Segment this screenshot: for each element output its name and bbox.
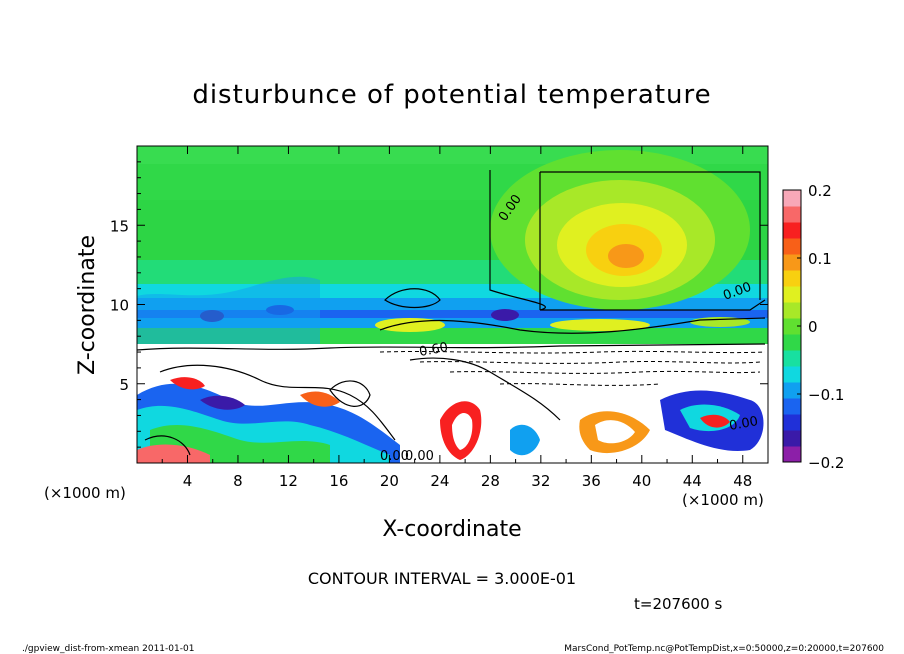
x-unit-right: (×1000 m) [682, 491, 764, 509]
x-axis: 4 8 12 16 20 24 28 32 36 40 44 48 [161, 146, 752, 490]
x-tick-label: 32 [531, 472, 550, 490]
contour-label: 0.00 [728, 414, 759, 434]
colorbar-tick-label: 0.1 [808, 250, 832, 268]
footer-right: MarsCond_PotTemp.nc@PotTempDist,x=0:5000… [564, 644, 884, 654]
colorbar-swatch [783, 286, 801, 303]
colorbar-swatch [783, 206, 801, 223]
x-tick-label: 12 [279, 472, 298, 490]
x-tick-label: 28 [481, 472, 500, 490]
contour-label: 0.60 [418, 340, 449, 360]
colorbar-swatch [783, 366, 801, 383]
colorbar-swatch [783, 270, 801, 287]
x-tick-label: 48 [733, 472, 752, 490]
y-axis-label: Z-coordinate [75, 235, 100, 375]
colorbar-tick-label: −0.2 [808, 454, 844, 472]
colorbar-tick-label: 0 [808, 318, 818, 336]
colorbar-tick-label: 0.2 [808, 182, 832, 200]
x-tick-label: 4 [183, 472, 193, 490]
contour-label: 0.00 [405, 449, 434, 464]
x-tick-label: 44 [683, 472, 702, 490]
colorbar-swatch [783, 318, 801, 335]
colorbar-swatch [783, 238, 801, 255]
y-tick-label: 5 [119, 376, 129, 394]
x-unit-left: (×1000 m) [44, 484, 126, 502]
y-axis: 5 10 15 [110, 161, 768, 448]
x-tick-label: 16 [329, 472, 348, 490]
chart-title: disturbunce of potential temperature [192, 80, 711, 110]
colorbar-swatch [783, 222, 801, 239]
colorbar-swatch [783, 398, 801, 415]
x-tick-label: 24 [430, 472, 449, 490]
x-tick-label: 40 [632, 472, 651, 490]
y-tick-label: 15 [110, 217, 129, 235]
colorbar-swatch [783, 334, 801, 351]
x-tick-label: 20 [380, 472, 399, 490]
colorbar-tick-label: −0.1 [808, 386, 844, 404]
colorbar-swatch [783, 430, 801, 447]
y-tick-label: 10 [110, 297, 129, 315]
contour-labels: 0.000.000.000.600.000.00 [380, 192, 759, 464]
x-tick-label: 36 [582, 472, 601, 490]
contour-interval: CONTOUR INTERVAL = 3.000E-01 [308, 569, 576, 588]
colorbar-swatch [783, 382, 801, 399]
colorbar-swatch [783, 190, 801, 207]
footer-left: ./gpview_dist-from-xmean 2011-01-01 [22, 644, 194, 654]
colorbar-swatch [783, 254, 801, 271]
contour-label: 0.00 [380, 449, 409, 464]
time-label: t=207600 s [634, 595, 722, 613]
colorbar-swatch [783, 302, 801, 319]
heatmap-field [137, 146, 768, 463]
x-tick-label: 8 [233, 472, 243, 490]
colorbar-swatch [783, 446, 801, 463]
x-axis-label: X-coordinate [382, 517, 521, 542]
colorbar-swatch [783, 350, 801, 367]
colorbar-swatch [783, 414, 801, 431]
colorbar: 0.2 0.1 0 −0.1 −0.2 [782, 182, 844, 472]
